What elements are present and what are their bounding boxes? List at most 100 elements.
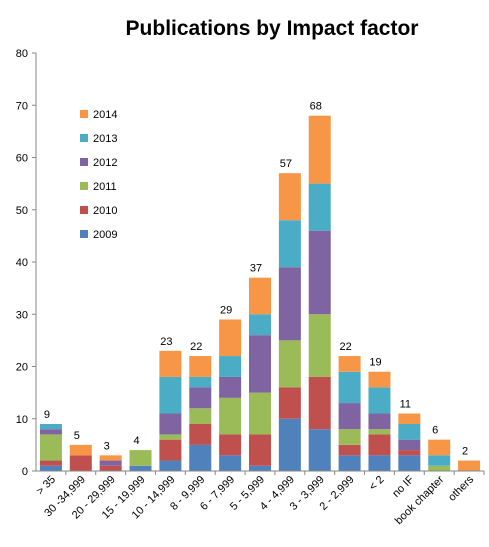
y-tick-label: 70 bbox=[16, 100, 28, 112]
legend-label-2014: 2014 bbox=[93, 109, 117, 121]
bar-segment-2013 bbox=[39, 423, 62, 430]
bar-segment-2012 bbox=[338, 403, 361, 430]
bar-segment-2014 bbox=[308, 115, 331, 184]
legend: 2014 2013 2012 2011 2010 2009 bbox=[80, 109, 117, 241]
bar-segment-2013 bbox=[189, 376, 212, 388]
y-axis: 0 10 20 30 40 50 60 70 80 bbox=[16, 48, 37, 478]
bar-segment-2011 bbox=[39, 434, 62, 461]
bars bbox=[39, 115, 481, 471]
bar-total-label: 6 bbox=[432, 425, 438, 437]
bar-segment-2011 bbox=[278, 340, 301, 388]
bar-segment-2012 bbox=[189, 387, 212, 409]
bar-total-label: 4 bbox=[133, 435, 139, 447]
legend-swatch-2013 bbox=[80, 134, 88, 142]
bar-segment-2011 bbox=[219, 397, 242, 435]
legend-swatch-2014 bbox=[80, 110, 88, 118]
x-tick-label: others bbox=[446, 473, 476, 503]
bar-segment-2012 bbox=[219, 376, 242, 398]
bar-segment-2013 bbox=[159, 376, 182, 414]
bar-segment-2010 bbox=[189, 423, 212, 445]
bar-segment-2014 bbox=[159, 350, 182, 377]
legend-label-2011: 2011 bbox=[93, 181, 117, 193]
bar-segment-2009 bbox=[308, 429, 331, 471]
y-tick-label: 0 bbox=[22, 466, 28, 478]
bar-segment-2010 bbox=[99, 465, 122, 471]
bar-segment-2013 bbox=[428, 455, 451, 466]
bar-segment-2011 bbox=[428, 465, 451, 471]
bar-segment-2012 bbox=[278, 267, 301, 341]
y-tick-label: 10 bbox=[16, 414, 28, 426]
legend-label-2009: 2009 bbox=[93, 229, 117, 241]
x-tick-label: > 35 bbox=[34, 474, 58, 498]
bar-total-label: 29 bbox=[220, 304, 232, 316]
bar-segment-2011 bbox=[368, 429, 391, 435]
y-tick-label: 80 bbox=[16, 48, 28, 60]
bar-total-label: 19 bbox=[369, 357, 381, 369]
bar-total-label: 57 bbox=[280, 158, 292, 170]
legend-swatch-2010 bbox=[80, 206, 88, 214]
bar-segment-2012 bbox=[99, 460, 122, 466]
bar-segment-2013 bbox=[278, 220, 301, 268]
bar-total-label: 22 bbox=[190, 341, 202, 353]
bar-segment-2014 bbox=[428, 439, 451, 456]
bar-segment-2010 bbox=[398, 450, 421, 456]
bar-segment-2014 bbox=[338, 356, 361, 372]
bar-segment-2009 bbox=[219, 455, 242, 471]
bar-total-label: 2 bbox=[462, 446, 468, 458]
bar-total-label: 11 bbox=[400, 399, 411, 411]
bar-segment-2014 bbox=[398, 413, 421, 424]
bar-segment-2010 bbox=[219, 434, 242, 456]
bar-segment-2010 bbox=[368, 434, 391, 456]
y-tick-label: 60 bbox=[16, 153, 28, 165]
legend-swatch-2011 bbox=[80, 182, 88, 190]
bar-segment-2010 bbox=[159, 439, 182, 461]
bar-total-label: 37 bbox=[250, 263, 262, 275]
bar-segment-2013 bbox=[398, 423, 421, 440]
bar-segment-2010 bbox=[39, 460, 62, 466]
x-tick-label: < 2 bbox=[367, 474, 387, 494]
bar-total-label: 9 bbox=[44, 409, 50, 421]
bar-segment-2011 bbox=[308, 314, 331, 377]
y-tick-label: 30 bbox=[16, 309, 28, 321]
bar-total-label: 68 bbox=[310, 101, 322, 113]
bar-segment-2014 bbox=[189, 356, 212, 377]
x-tick-label: no IF bbox=[390, 473, 416, 499]
bar-segment-2014 bbox=[249, 277, 271, 315]
bar-segment-2010 bbox=[278, 387, 301, 419]
bar-segment-2011 bbox=[159, 434, 182, 440]
bar-segment-2011 bbox=[129, 450, 152, 466]
bar-segment-2010 bbox=[338, 444, 361, 456]
bar-segment-2009 bbox=[249, 465, 271, 471]
bar-segment-2014 bbox=[368, 371, 391, 388]
chart-title: Publications by Impact factor bbox=[126, 17, 419, 40]
bar-segment-2009 bbox=[39, 465, 62, 471]
bar-segment-2010 bbox=[69, 455, 92, 471]
y-tick-label: 40 bbox=[16, 257, 28, 269]
bar-segment-2011 bbox=[338, 429, 361, 445]
bar-segment-2009 bbox=[159, 460, 182, 471]
bar-segment-2014 bbox=[99, 455, 122, 461]
bar-segment-2011 bbox=[189, 408, 212, 424]
bar-segment-2012 bbox=[159, 413, 182, 435]
bar-segment-2013 bbox=[219, 356, 242, 377]
bar-totals: 9 5 3 4 23 22 29 37 57 68 22 19 11 6 2 bbox=[44, 101, 468, 458]
bar-segment-2010 bbox=[249, 434, 271, 466]
bar-segment-2009 bbox=[368, 455, 391, 471]
bar-segment-2009 bbox=[338, 455, 361, 471]
bar-segment-2013 bbox=[249, 314, 271, 336]
bar-total-label: 5 bbox=[74, 430, 80, 442]
legend-swatch-2009 bbox=[80, 230, 88, 238]
bar-segment-2014 bbox=[278, 173, 301, 221]
y-tick-label: 50 bbox=[16, 205, 28, 217]
legend-swatch-2012 bbox=[80, 158, 88, 166]
bar-segment-2013 bbox=[368, 387, 391, 414]
bar-segment-2012 bbox=[368, 413, 391, 430]
bar-segment-2013 bbox=[308, 183, 331, 231]
legend-label-2013: 2013 bbox=[93, 133, 117, 145]
bar-segment-2013 bbox=[338, 371, 361, 404]
bar-segment-2012 bbox=[249, 335, 271, 393]
legend-label-2010: 2010 bbox=[93, 205, 117, 217]
bar-segment-2009 bbox=[278, 418, 301, 471]
legend-label-2012: 2012 bbox=[93, 157, 117, 169]
